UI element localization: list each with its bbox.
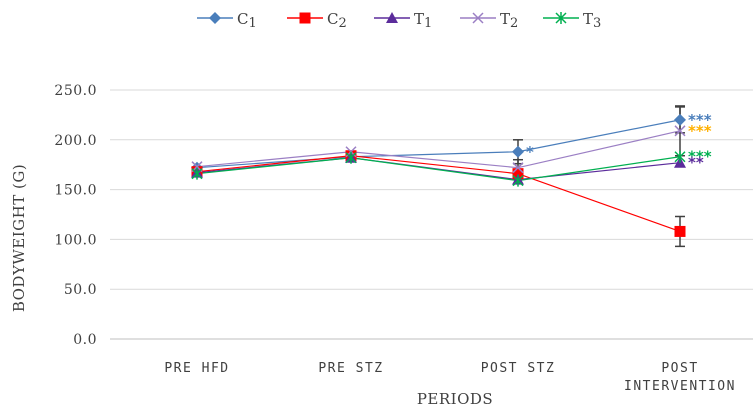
- legend-marker-t1: [386, 12, 398, 23]
- data-point-t2: [674, 125, 686, 137]
- data-point-t3: [512, 174, 524, 187]
- legend-marker-c2: [299, 12, 311, 24]
- significance-mark-t2: ***: [688, 122, 712, 140]
- y-tick-label: 250.0: [54, 83, 97, 99]
- series-line-t3: [196, 156, 681, 182]
- legend-marker-c1: [209, 12, 221, 24]
- x-tick-label: PRE HFD: [164, 361, 229, 376]
- data-point-c1: [674, 113, 686, 126]
- chart-legend: C1 C2 T1 T2 T3: [197, 10, 601, 31]
- legend-item-t1: T1: [374, 10, 432, 31]
- legend-item-t2: T2: [460, 10, 518, 31]
- significance-mark-c1: ***: [688, 111, 712, 129]
- significance-mark-t3: ***: [688, 148, 712, 166]
- x-tick-label: POST: [661, 361, 698, 376]
- series-lines: [196, 119, 681, 232]
- error-bars: [513, 105, 685, 248]
- legend-item-c1: C1: [197, 10, 257, 31]
- significance-annotations: ************: [526, 111, 712, 172]
- series-line-c2: [196, 155, 681, 232]
- y-axis-ticks: 0.0 50.0 100.0 150.0 200.0 250.0: [54, 83, 97, 348]
- x-axis-title: PERIODS: [417, 390, 493, 408]
- x-axis-ticks: PRE HFD PRE STZ POST STZ POST INTERVENTION: [164, 361, 736, 394]
- y-tick-label: 150.0: [54, 183, 97, 199]
- legend-label-c2: C2: [327, 10, 347, 31]
- y-tick-label: 0.0: [73, 332, 97, 348]
- significance-mark-c1: *: [526, 143, 534, 161]
- x-tick-label: PRE STZ: [318, 361, 383, 376]
- data-point-c1: [512, 145, 524, 158]
- series-line-t2: [196, 130, 681, 169]
- data-point-c2: [674, 225, 686, 237]
- data-point-t2: [512, 162, 524, 174]
- series-markers: [191, 113, 686, 237]
- legend-label-t3: T3: [583, 10, 601, 31]
- data-point-t3: [191, 167, 203, 180]
- data-point-t3: [345, 151, 357, 164]
- legend-marker-t2: [472, 12, 484, 24]
- legend-label-t2: T2: [500, 10, 518, 31]
- legend-item-c2: C2: [287, 10, 347, 31]
- x-tick-label: POST STZ: [481, 361, 556, 376]
- gridlines: [110, 89, 753, 340]
- y-axis-title: BODYWEIGHT (G): [10, 164, 28, 312]
- significance-mark-t1: **: [688, 154, 704, 172]
- legend-marker-t3: [555, 12, 567, 24]
- series-line-c1: [196, 119, 681, 169]
- x-tick-label: INTERVENTION: [624, 379, 736, 394]
- y-tick-label: 100.0: [54, 232, 97, 248]
- y-tick-label: 200.0: [54, 133, 97, 149]
- series-line-t1: [196, 157, 681, 181]
- y-tick-label: 50.0: [64, 282, 97, 298]
- data-point-t3: [674, 150, 686, 163]
- legend-item-t3: T3: [543, 10, 601, 31]
- legend-label-c1: C1: [237, 10, 257, 31]
- legend-label-t1: T1: [414, 10, 432, 31]
